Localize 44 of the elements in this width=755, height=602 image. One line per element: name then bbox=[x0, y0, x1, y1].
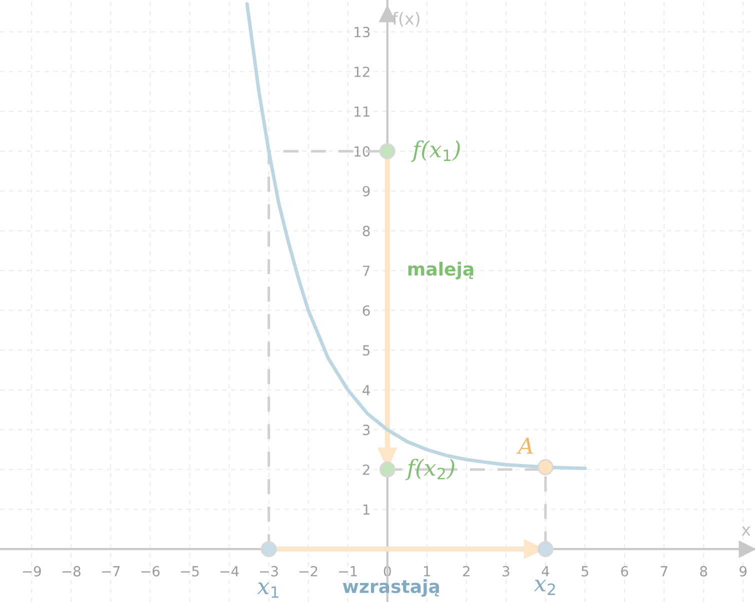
x-tick-label: −2 bbox=[300, 566, 318, 576]
y-tick-label: 4 bbox=[362, 385, 370, 396]
x-tick-label: −8 bbox=[62, 566, 80, 576]
x-tick-label: −6 bbox=[141, 566, 160, 576]
x-tick-label: −5 bbox=[180, 566, 199, 576]
y-tick-label: 7 bbox=[363, 266, 370, 276]
y-tick-label: 12 bbox=[354, 66, 370, 77]
annotation: maleją bbox=[408, 262, 474, 280]
x-tick-label: −1 bbox=[339, 566, 357, 576]
point bbox=[379, 143, 396, 160]
y-tick-label: 2 bbox=[362, 464, 370, 475]
annotation: f(x$_{2}$) bbox=[405, 458, 454, 480]
y-tick-label: 5 bbox=[362, 345, 370, 356]
annotation: A bbox=[516, 438, 533, 454]
x-tick-label: −7 bbox=[102, 566, 120, 576]
x-tick-label: 5 bbox=[582, 566, 588, 576]
y-tick-label: 13 bbox=[354, 26, 370, 38]
x-tick-label: −3 bbox=[260, 566, 278, 576]
y-tick-label: 6 bbox=[362, 305, 370, 316]
x-tick-label: −4 bbox=[220, 566, 239, 576]
x-tick-label: 2 bbox=[463, 566, 470, 576]
x-axis-title: x bbox=[742, 526, 750, 536]
y-tick-label: 8 bbox=[362, 226, 370, 236]
y-tick-label: 11 bbox=[354, 106, 370, 117]
annotation: x$_{1}$ bbox=[257, 582, 278, 598]
point bbox=[538, 459, 554, 476]
y-axis-title: f(x) bbox=[392, 12, 420, 27]
annotation: f(x$_{1}$) bbox=[411, 140, 460, 162]
x-tick-label: 3 bbox=[502, 566, 510, 576]
y-tick-label: 9 bbox=[362, 186, 370, 196]
y-tick-label: 3 bbox=[362, 424, 370, 436]
annotation: x$_{2}$ bbox=[534, 580, 555, 595]
x-tick-label: 8 bbox=[700, 566, 708, 576]
x-tick-label: 6 bbox=[621, 566, 628, 576]
x-tick-label: 4 bbox=[542, 566, 550, 576]
annotation: wzrastają bbox=[342, 579, 440, 597]
x-tick-label: 7 bbox=[660, 566, 668, 576]
x-tick-label: 9 bbox=[740, 566, 747, 576]
point bbox=[538, 541, 554, 558]
y-tick-label: 1 bbox=[363, 504, 370, 515]
point bbox=[260, 541, 277, 558]
x-tick-label: −9 bbox=[22, 566, 41, 576]
point bbox=[379, 462, 396, 478]
x-tick-label: 1 bbox=[424, 566, 430, 576]
